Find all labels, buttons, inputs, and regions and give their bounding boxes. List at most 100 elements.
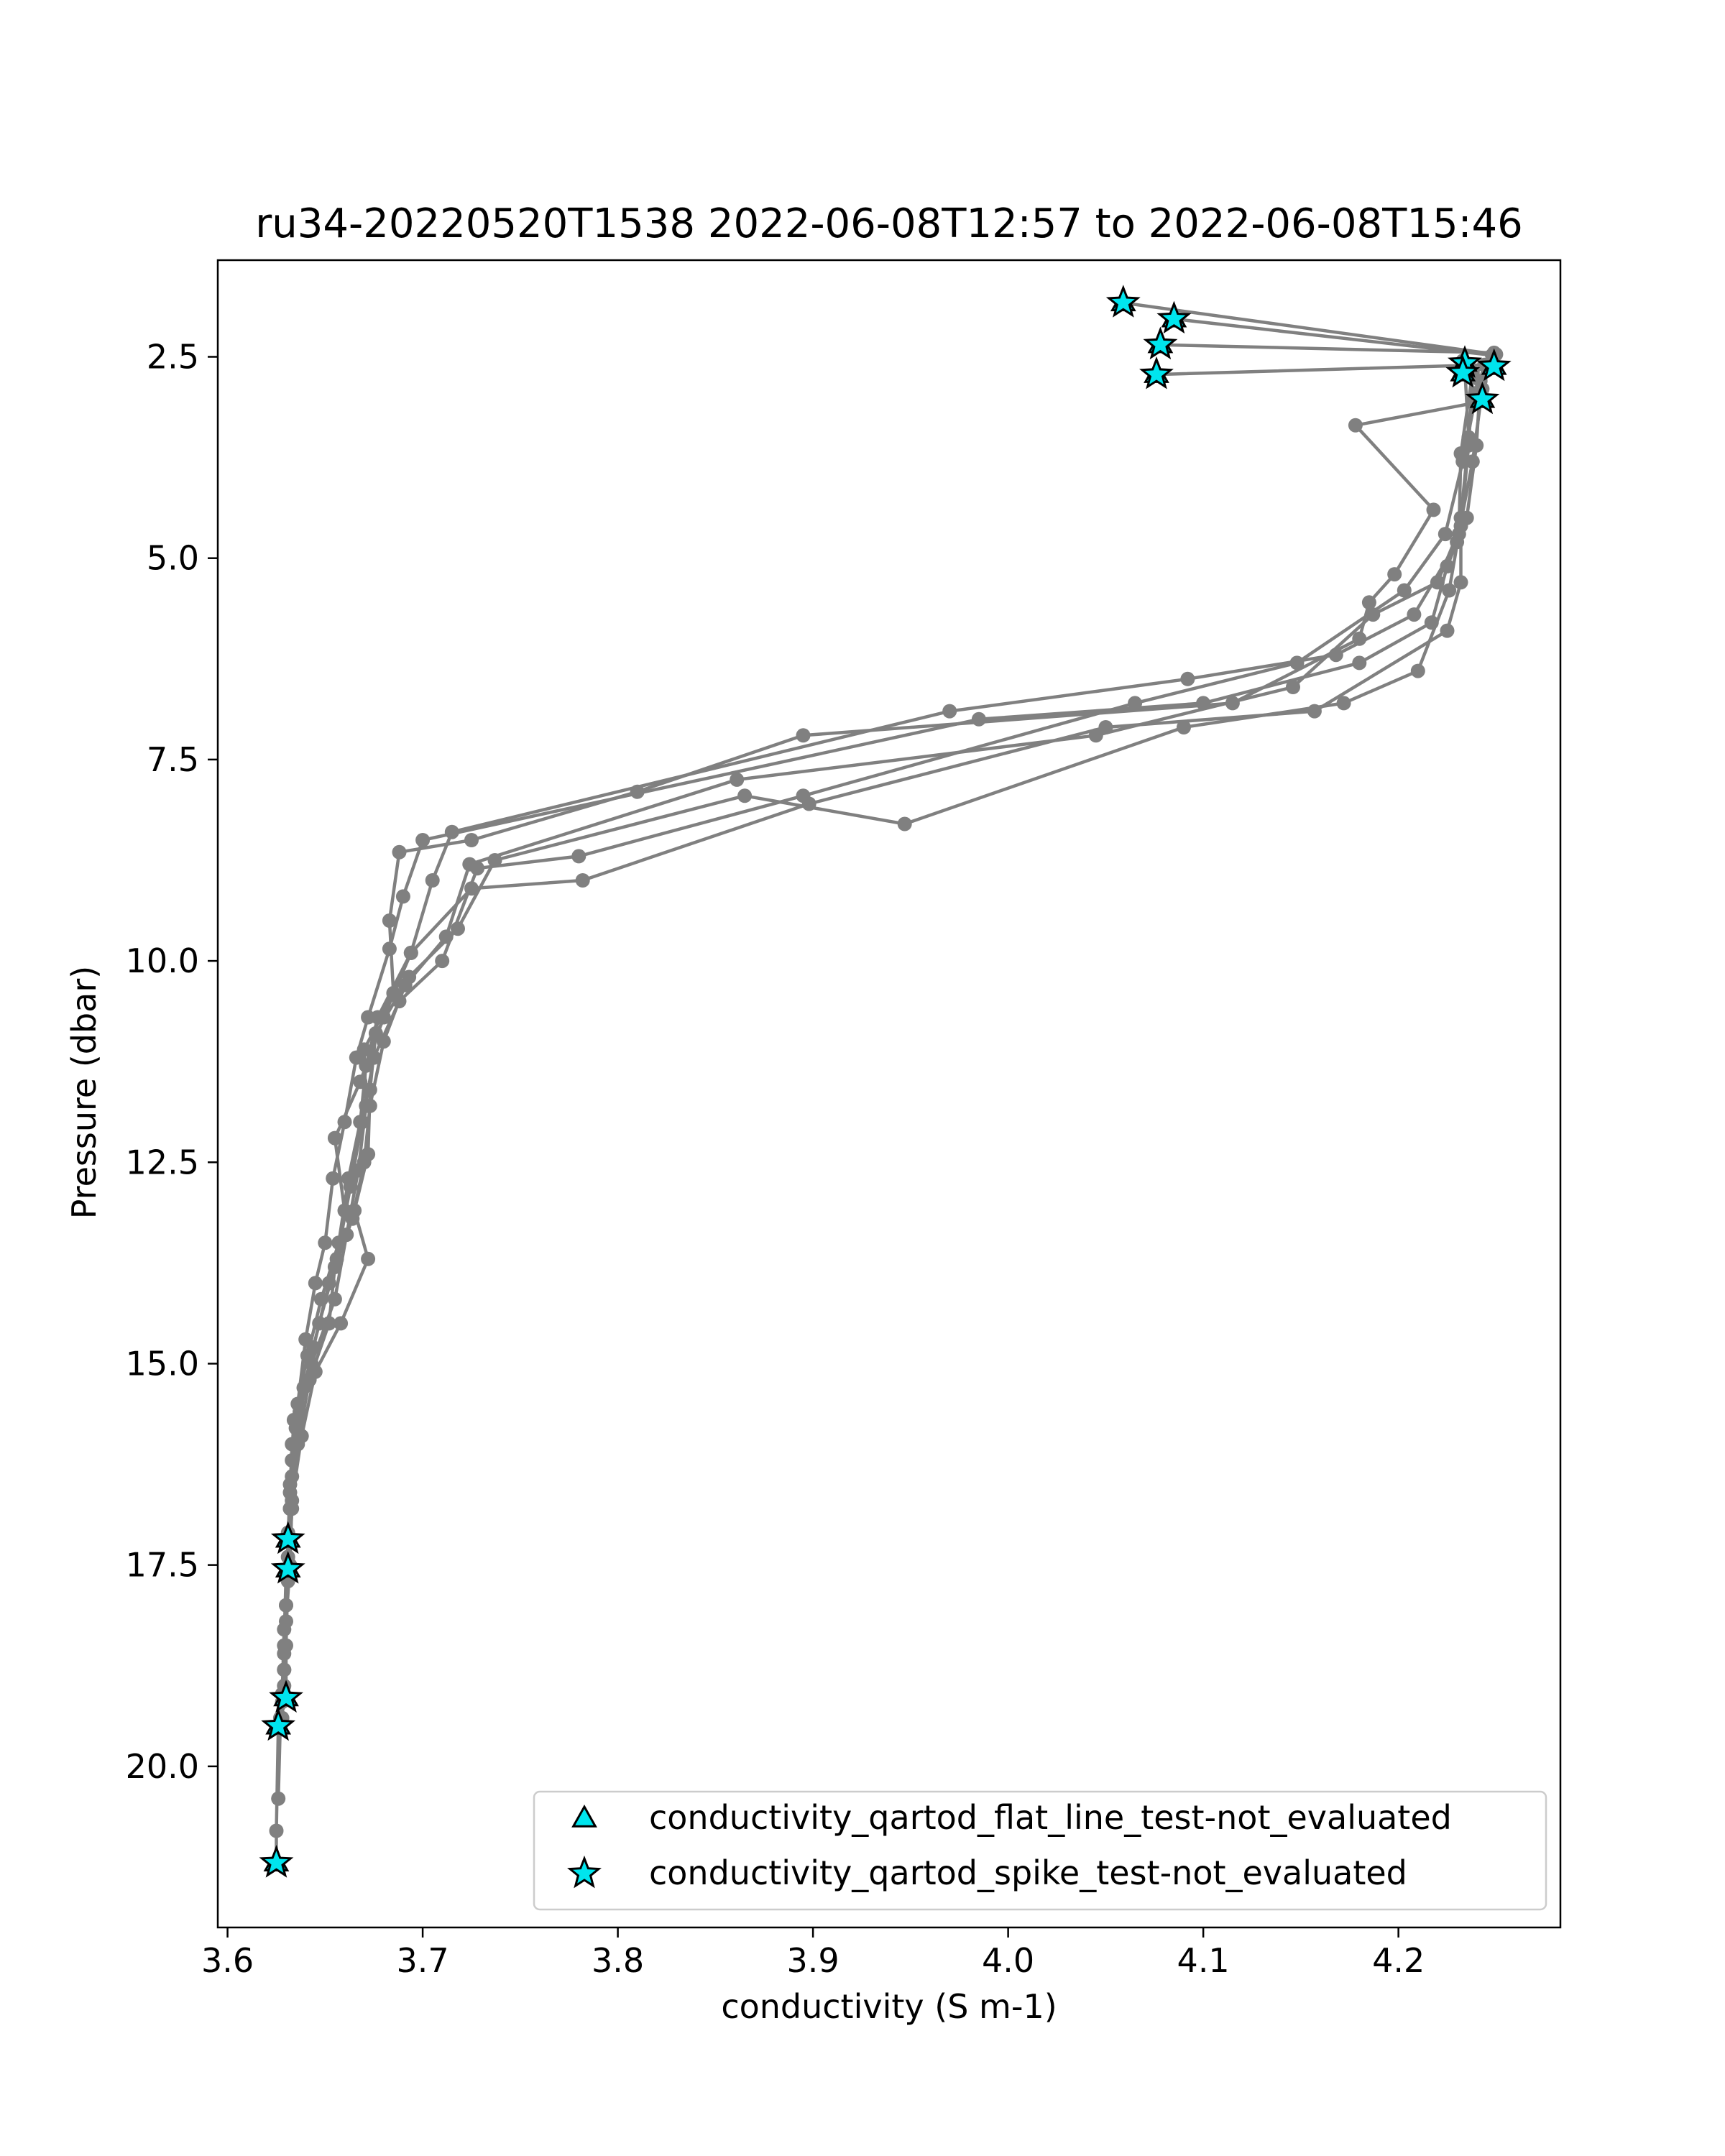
data-point — [435, 954, 450, 969]
data-point — [1442, 583, 1457, 598]
data-point — [327, 1260, 342, 1274]
y-axis: 2.5 5.0 7.5 10.0 12.5 15.0 17.5 20.0 — [126, 337, 218, 1786]
data-point — [1453, 575, 1468, 590]
x-tick-label: 4.2 — [1372, 1941, 1425, 1980]
data-point — [1410, 663, 1425, 678]
data-point — [334, 1316, 349, 1331]
data-point — [1407, 607, 1422, 622]
legend-entry-spike: conductivity_qartod_spike_test-not_evalu… — [649, 1853, 1407, 1892]
data-point — [353, 1074, 368, 1089]
y-tick-label: 10.0 — [126, 941, 199, 980]
data-point — [796, 728, 811, 743]
spike-flag-marker — [270, 1521, 305, 1554]
x-tick-label: 3.6 — [201, 1941, 254, 1980]
data-point — [444, 824, 459, 839]
data-point — [1336, 696, 1351, 711]
spike-flag-marker — [1465, 381, 1500, 415]
data-point — [1352, 631, 1367, 646]
data-point — [1430, 575, 1445, 590]
x-axis-label: conductivity (S m-1) — [721, 1987, 1057, 2026]
data-point — [308, 1276, 323, 1291]
data-point — [464, 881, 479, 896]
spike-flag-marker — [259, 1845, 294, 1878]
x-axis: 3.6 3.7 3.8 3.9 4.0 4.1 4.2 — [201, 1927, 1425, 1980]
data-point — [290, 1437, 305, 1452]
data-point — [362, 1082, 377, 1097]
series-line — [280, 363, 1486, 1703]
spike-flag-marker — [1156, 300, 1192, 334]
legend-triangle-icon — [571, 1804, 597, 1828]
plot-frame — [216, 259, 1562, 1929]
data-point — [1098, 720, 1113, 734]
data-point — [1397, 583, 1412, 598]
y-axis-label: Pressure (dbar) — [65, 966, 104, 1219]
data-point — [1289, 655, 1305, 671]
data-point — [1352, 655, 1367, 671]
data-point — [1307, 704, 1322, 719]
data-point — [1453, 510, 1468, 525]
data-point — [470, 861, 485, 876]
legend-star-icon — [567, 1855, 602, 1889]
data-point — [361, 1147, 376, 1162]
spike-flag-marker — [269, 1680, 303, 1713]
data-point — [971, 711, 986, 727]
spike-flag-marker — [270, 1551, 305, 1584]
y-tick-label: 15.0 — [126, 1344, 199, 1383]
data-point — [1440, 623, 1455, 638]
data-point — [402, 969, 417, 985]
x-tick-label: 3.9 — [787, 1941, 840, 1980]
spike-flag-marker — [261, 1708, 296, 1741]
data-point — [1180, 671, 1195, 686]
data-point — [1387, 567, 1402, 582]
spike-flag-marker — [1139, 356, 1174, 390]
data-point — [942, 704, 957, 719]
data-point — [730, 772, 745, 787]
plot-area — [259, 285, 1512, 1878]
data-point — [376, 1010, 391, 1025]
data-point — [326, 1171, 341, 1186]
y-tick-label: 2.5 — [147, 337, 199, 376]
data-point — [1177, 720, 1191, 734]
data-point — [1225, 696, 1240, 711]
y-tick-label: 5.0 — [147, 539, 199, 578]
data-point — [801, 796, 816, 811]
data-point — [392, 844, 407, 860]
legend-entry-flat-line: conductivity_qartod_flat_line_test-not_e… — [649, 1798, 1452, 1837]
data-point — [1426, 502, 1441, 517]
data-point — [1461, 430, 1476, 445]
data-point — [269, 1823, 284, 1838]
data-point — [361, 1251, 376, 1266]
y-tick-label: 12.5 — [126, 1143, 199, 1181]
data-point — [382, 913, 397, 928]
data-point — [327, 1130, 342, 1146]
data-point — [1453, 446, 1468, 461]
data-point — [337, 1203, 352, 1218]
y-tick-label: 20.0 — [126, 1747, 199, 1786]
x-tick-label: 3.7 — [397, 1941, 449, 1980]
x-tick-label: 4.0 — [982, 1941, 1034, 1980]
y-tick-label: 7.5 — [147, 740, 199, 779]
data-point — [302, 1372, 317, 1387]
data-point — [464, 833, 479, 847]
data-point — [1128, 696, 1143, 711]
data-point — [356, 1042, 372, 1057]
spike-flag-marker — [1105, 285, 1141, 318]
data-point — [395, 889, 410, 904]
data-point — [1361, 595, 1376, 610]
data-point — [487, 853, 502, 867]
data-point — [571, 849, 586, 864]
legend-box — [533, 1790, 1547, 1911]
data-point — [630, 784, 645, 799]
data-point — [1286, 680, 1300, 694]
data-point — [897, 816, 912, 831]
spike-flag-markers — [259, 285, 1512, 1878]
data-point — [403, 945, 418, 960]
data-point — [321, 1316, 336, 1331]
spike-flag-marker — [1143, 326, 1178, 360]
legend-triangle-marker — [571, 1804, 597, 1828]
data-point — [1348, 418, 1363, 433]
data-point — [737, 788, 753, 803]
spike-flag-marker — [1445, 354, 1481, 388]
data-point — [1438, 527, 1453, 542]
y-tick-label: 17.5 — [126, 1546, 199, 1585]
